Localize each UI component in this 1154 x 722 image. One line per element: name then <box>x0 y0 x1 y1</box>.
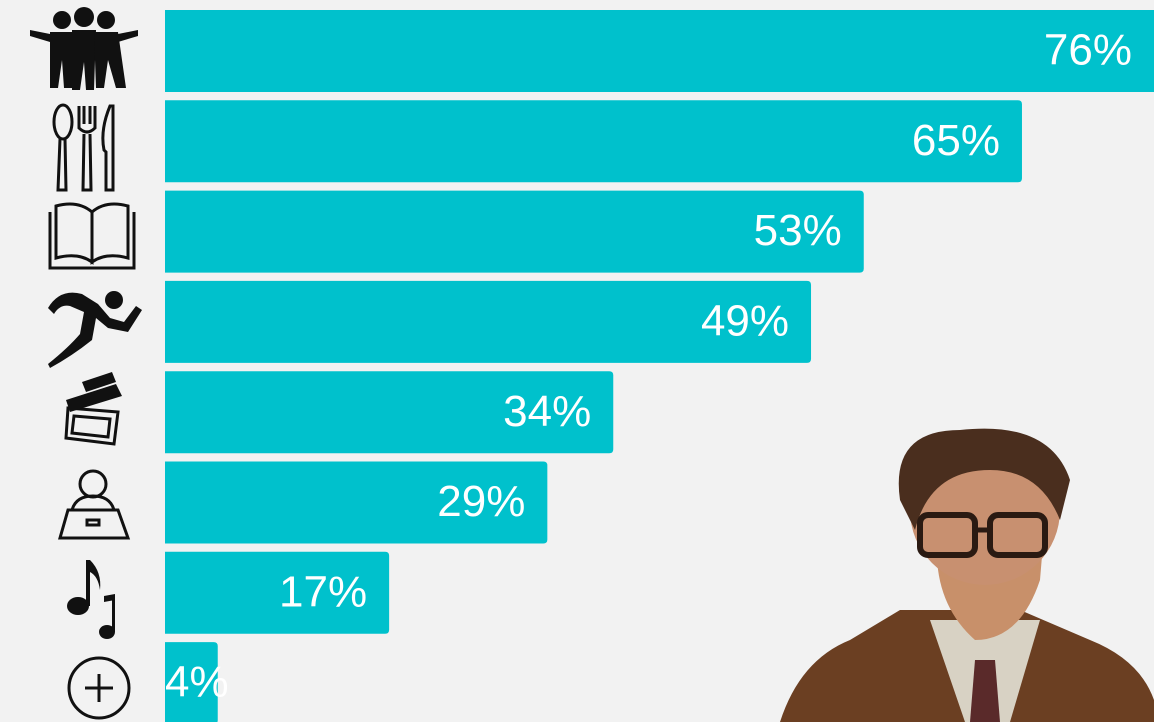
icon-sport <box>48 291 142 368</box>
value-label: 29% <box>437 477 525 526</box>
bar <box>165 280 812 363</box>
icon-reading <box>48 202 136 270</box>
bar <box>165 461 548 544</box>
icon-computer <box>58 469 131 540</box>
icon-other <box>67 656 131 720</box>
bar <box>165 371 614 454</box>
bar <box>165 642 218 722</box>
value-label: 4% <box>165 658 229 707</box>
photo-person <box>780 428 1154 722</box>
category-icons <box>30 7 142 720</box>
icon-friends <box>30 7 138 90</box>
value-label: 49% <box>701 297 789 346</box>
icon-cinema <box>64 372 122 446</box>
bar <box>165 10 1154 92</box>
value-label: 17% <box>279 567 367 616</box>
bar <box>165 551 390 634</box>
value-label: 53% <box>754 206 842 255</box>
value-label: 76% <box>1044 26 1132 75</box>
bar <box>165 190 864 273</box>
value-label: 34% <box>503 387 591 436</box>
bar <box>165 100 1022 183</box>
icon-music <box>67 560 115 639</box>
value-label: 65% <box>912 116 1000 165</box>
icon-food <box>52 103 115 192</box>
bars: 76% 65% 53% 49% 34% 29% 17% 4% <box>165 10 1154 722</box>
